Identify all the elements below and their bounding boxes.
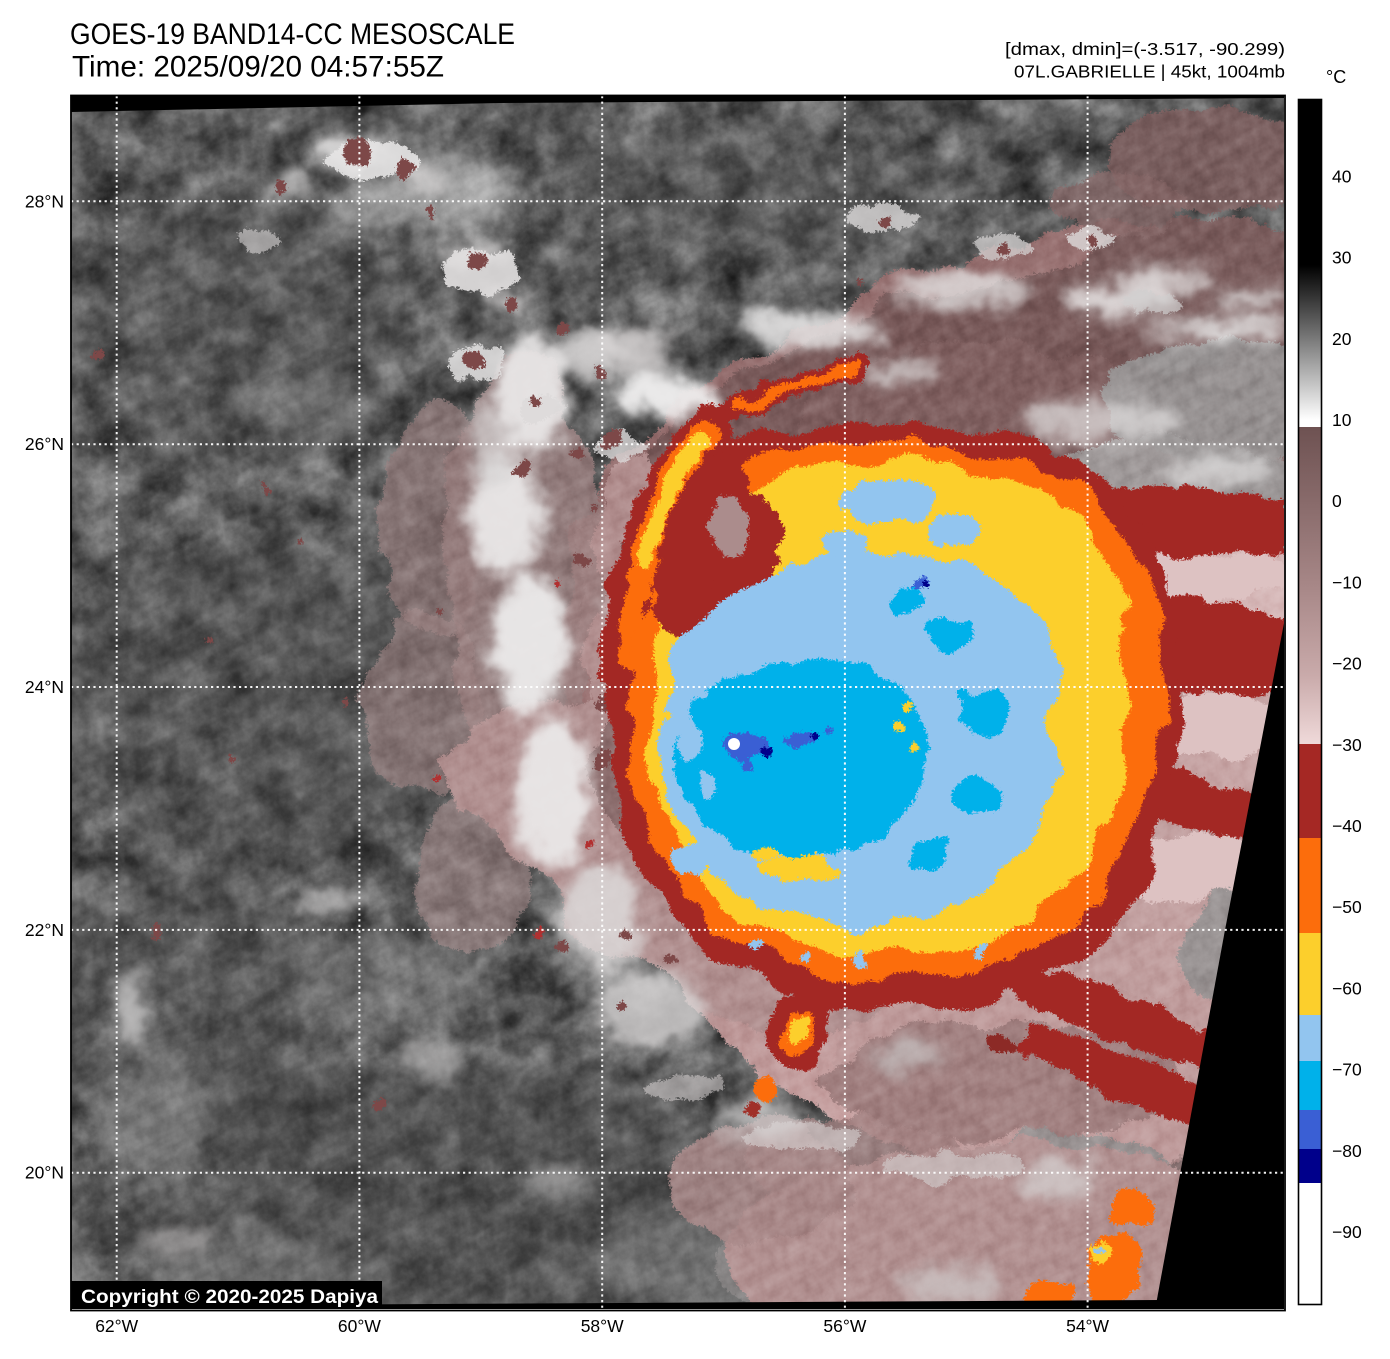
svg-text:22°N: 22°N: [25, 920, 64, 940]
svg-text:60°W: 60°W: [338, 1316, 381, 1336]
svg-text:56°W: 56°W: [823, 1316, 866, 1336]
svg-text:GOES-19 BAND14-CC MESOSCALE: GOES-19 BAND14-CC MESOSCALE: [70, 18, 515, 51]
svg-text:−80: −80: [1332, 1141, 1362, 1161]
svg-text:07L.GABRIELLE | 45kt, 1004mb: 07L.GABRIELLE | 45kt, 1004mb: [1014, 62, 1285, 82]
svg-text:62°W: 62°W: [95, 1316, 138, 1336]
svg-text:−10: −10: [1332, 572, 1362, 592]
svg-text:Copyright © 2020-2025 Dapiya: Copyright © 2020-2025 Dapiya: [81, 1287, 378, 1308]
svg-text:20°N: 20°N: [25, 1163, 64, 1183]
svg-text:Time: 2025/09/20 04:57:55Z: Time: 2025/09/20 04:57:55Z: [72, 51, 444, 84]
svg-text:10: 10: [1332, 410, 1352, 430]
svg-text:[dmax, dmin]=(-3.517, -90.299): [dmax, dmin]=(-3.517, -90.299): [1005, 39, 1285, 59]
svg-text:−90: −90: [1332, 1222, 1362, 1242]
svg-text:24°N: 24°N: [25, 677, 64, 697]
svg-text:°C: °C: [1326, 67, 1346, 87]
svg-text:58°W: 58°W: [581, 1316, 624, 1336]
svg-text:40: 40: [1332, 166, 1352, 186]
svg-text:0: 0: [1332, 491, 1342, 511]
svg-text:−70: −70: [1332, 1060, 1362, 1080]
svg-text:54°W: 54°W: [1066, 1316, 1109, 1336]
svg-text:26°N: 26°N: [25, 434, 64, 454]
svg-text:−50: −50: [1332, 897, 1362, 917]
svg-text:−60: −60: [1332, 978, 1362, 998]
svg-text:−40: −40: [1332, 816, 1362, 836]
svg-text:30: 30: [1332, 248, 1352, 268]
svg-text:28°N: 28°N: [25, 191, 64, 211]
svg-text:−30: −30: [1332, 735, 1362, 755]
svg-text:−20: −20: [1332, 654, 1362, 674]
svg-text:20: 20: [1332, 329, 1352, 349]
